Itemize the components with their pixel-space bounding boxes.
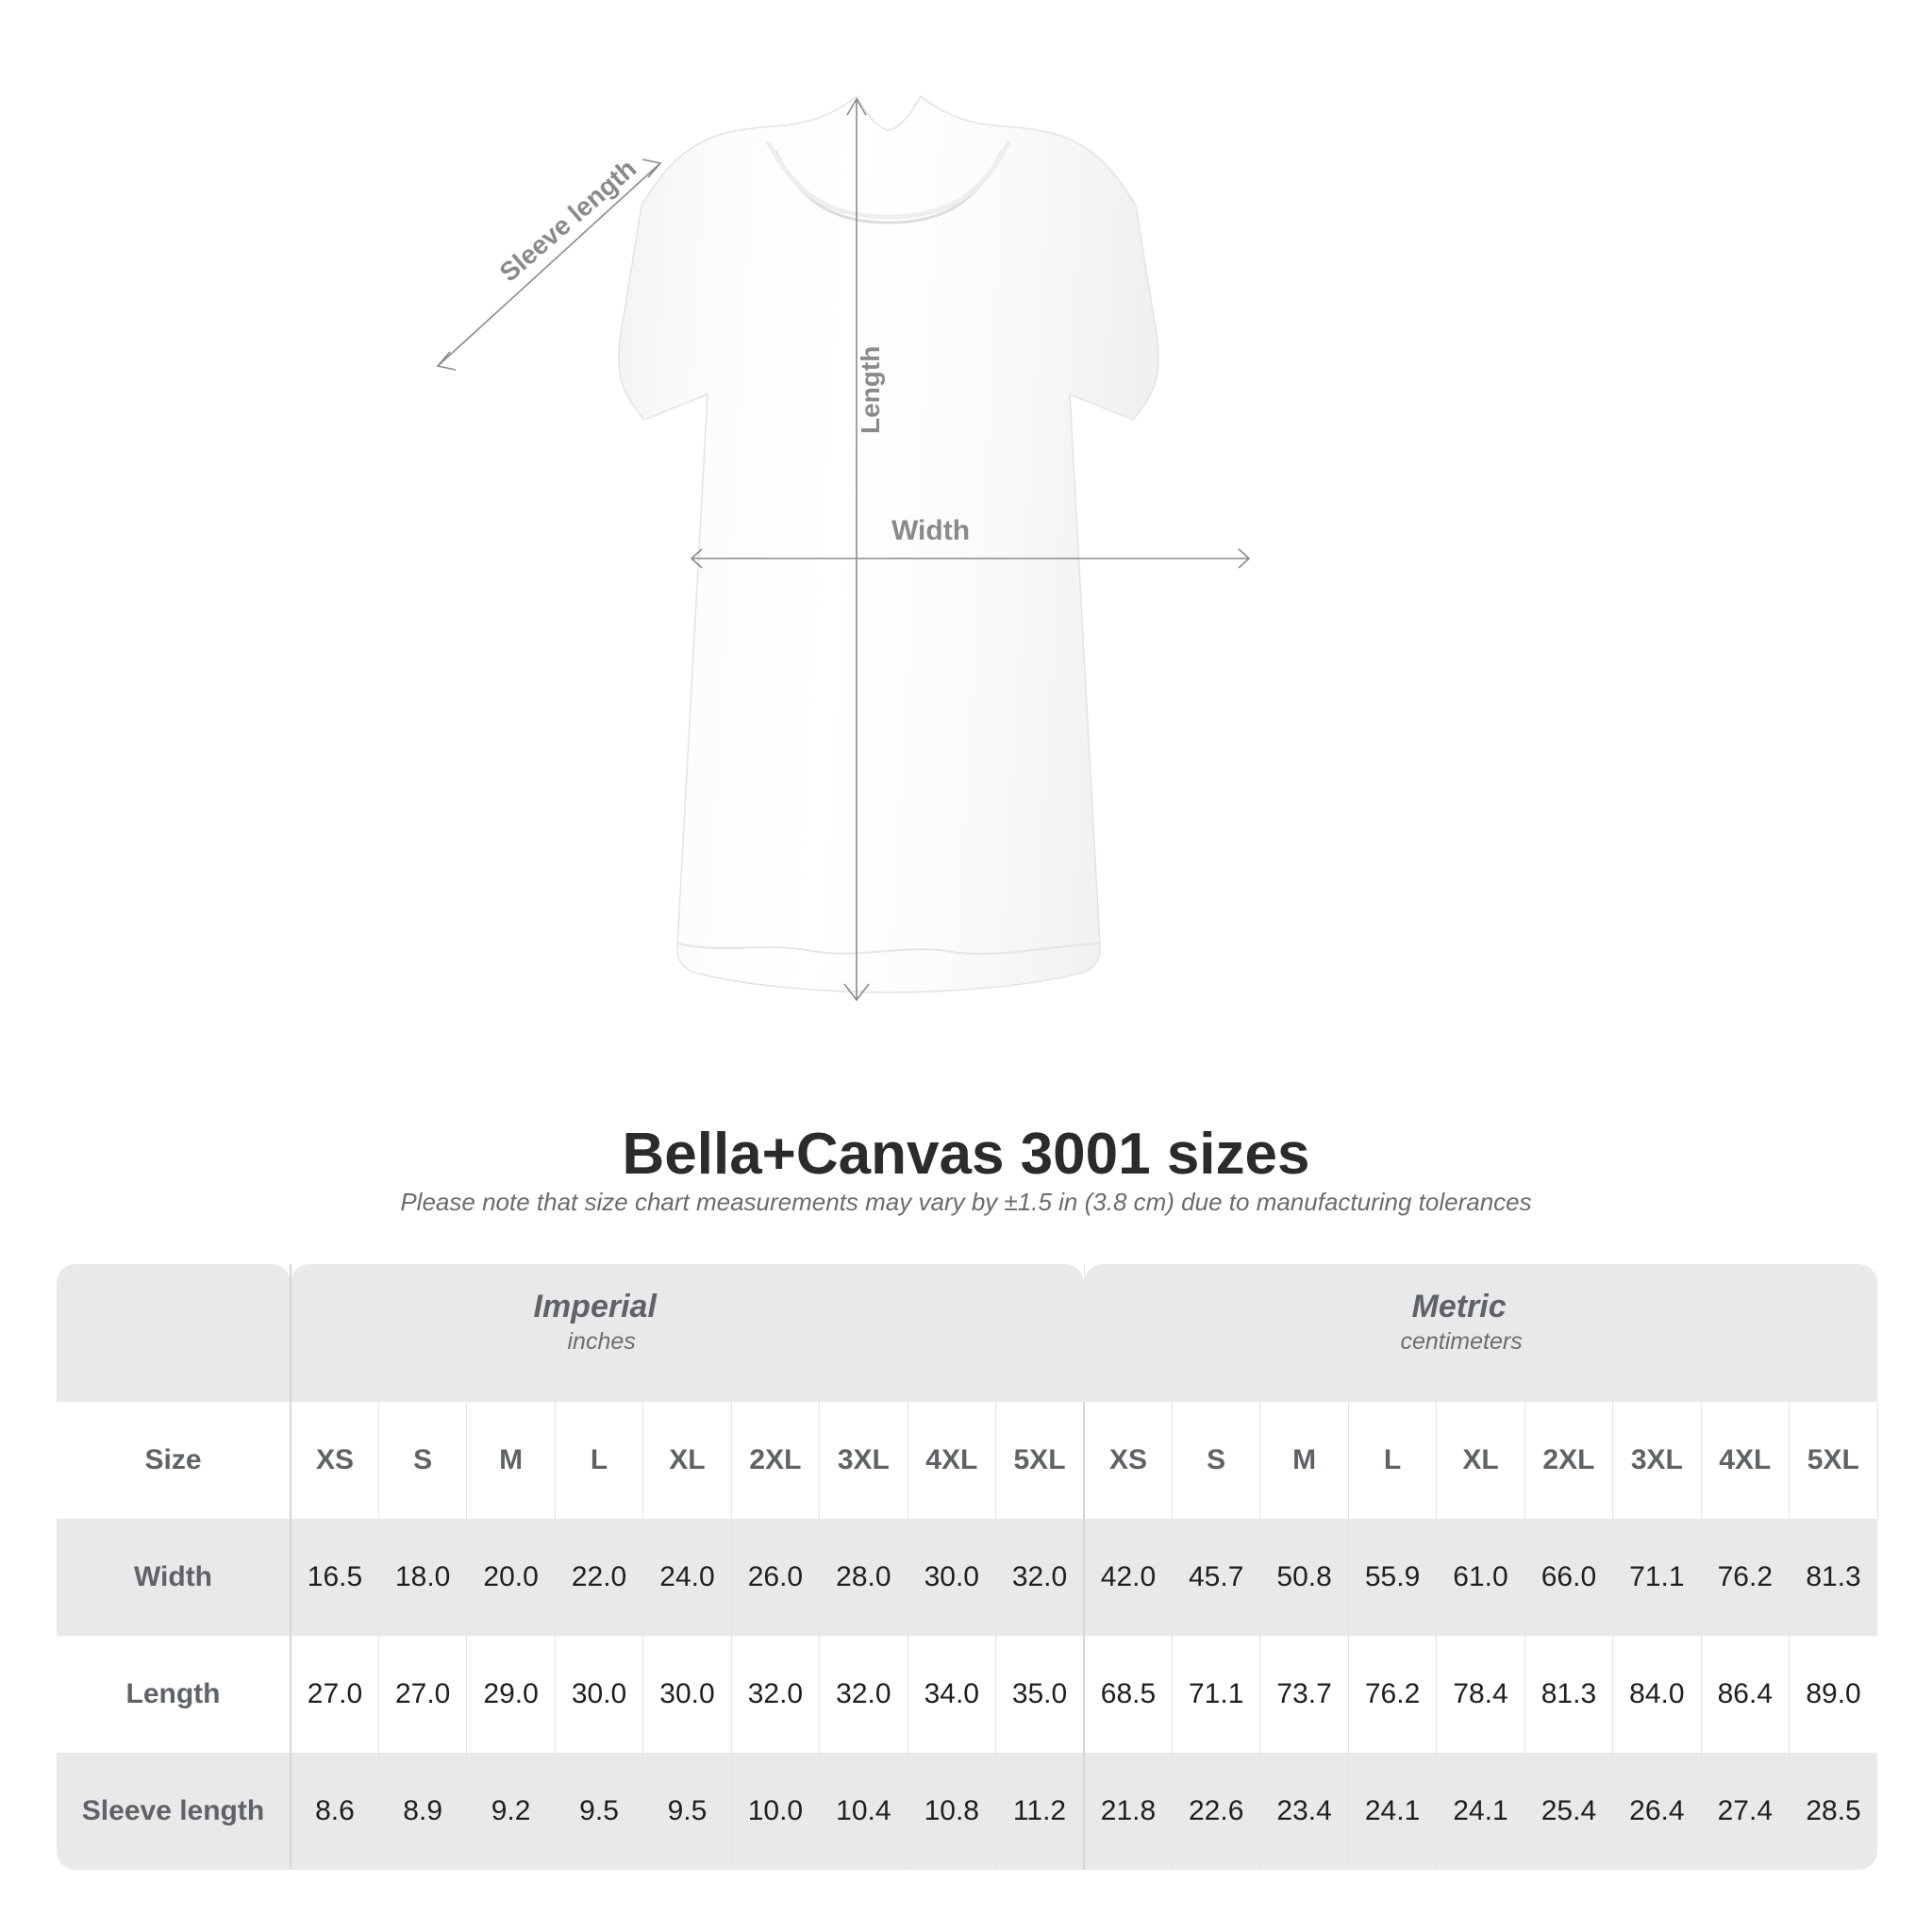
svg-text:Width: Width bbox=[891, 515, 970, 546]
svg-text:Sleeve length: Sleeve length bbox=[494, 154, 642, 288]
svg-text:Length: Length bbox=[856, 346, 885, 434]
